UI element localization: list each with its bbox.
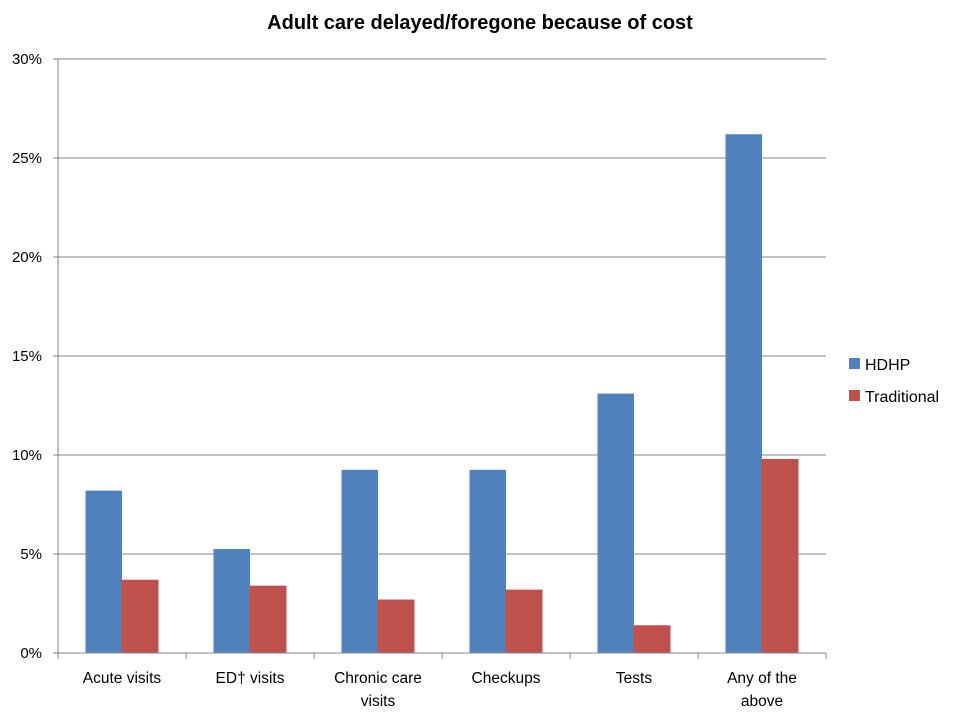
bar-traditional: [122, 579, 159, 653]
y-tick-label: 10%: [12, 447, 42, 464]
legend-label-hdhp: HDHP: [865, 357, 910, 374]
bar-hdhp: [85, 490, 122, 653]
bar-traditional: [506, 589, 543, 653]
bar-traditional: [378, 599, 415, 653]
x-tick-label: above: [741, 693, 783, 710]
y-tick-label: 15%: [12, 348, 42, 365]
x-tick-label: Tests: [616, 670, 652, 687]
y-tick-label: 25%: [12, 150, 42, 167]
y-tick-label: 30%: [12, 51, 42, 68]
bar-traditional: [250, 585, 287, 653]
bar-traditional: [762, 458, 799, 653]
y-tick-label: 20%: [12, 249, 42, 266]
y-tick-label: 5%: [20, 546, 42, 563]
bars: [85, 134, 799, 654]
x-axis-labels: Acute visits ED† visits Chronic care visits…: [83, 670, 797, 710]
x-tick-label: Any of the: [727, 670, 797, 687]
gridlines: [58, 58, 826, 555]
legend-swatch-traditional: [849, 390, 860, 401]
y-axis-ticks: 0% 5% 10% 15% 20% 25% 30%: [12, 51, 58, 662]
x-tick-label: visits: [361, 693, 396, 710]
bar-hdhp: [213, 549, 250, 653]
bar-hdhp: [725, 134, 762, 654]
x-tick-label: Checkups: [472, 670, 541, 687]
axes: [57, 59, 827, 659]
x-tick-label: Acute visits: [83, 670, 162, 687]
legend-swatch-hdhp: [849, 358, 860, 369]
legend-label-traditional: Traditional: [865, 389, 939, 406]
y-tick-label: 0%: [20, 645, 42, 662]
bar-hdhp: [597, 393, 634, 653]
x-tick-label: ED† visits: [216, 670, 285, 687]
chart-title: Adult care delayed/foregone because of c…: [267, 12, 693, 34]
x-tick-label: Chronic care: [334, 670, 422, 687]
bar-traditional: [634, 625, 671, 653]
bar-hdhp: [341, 469, 378, 653]
legend: HDHP Traditional: [849, 357, 939, 406]
bar-hdhp: [469, 469, 506, 653]
